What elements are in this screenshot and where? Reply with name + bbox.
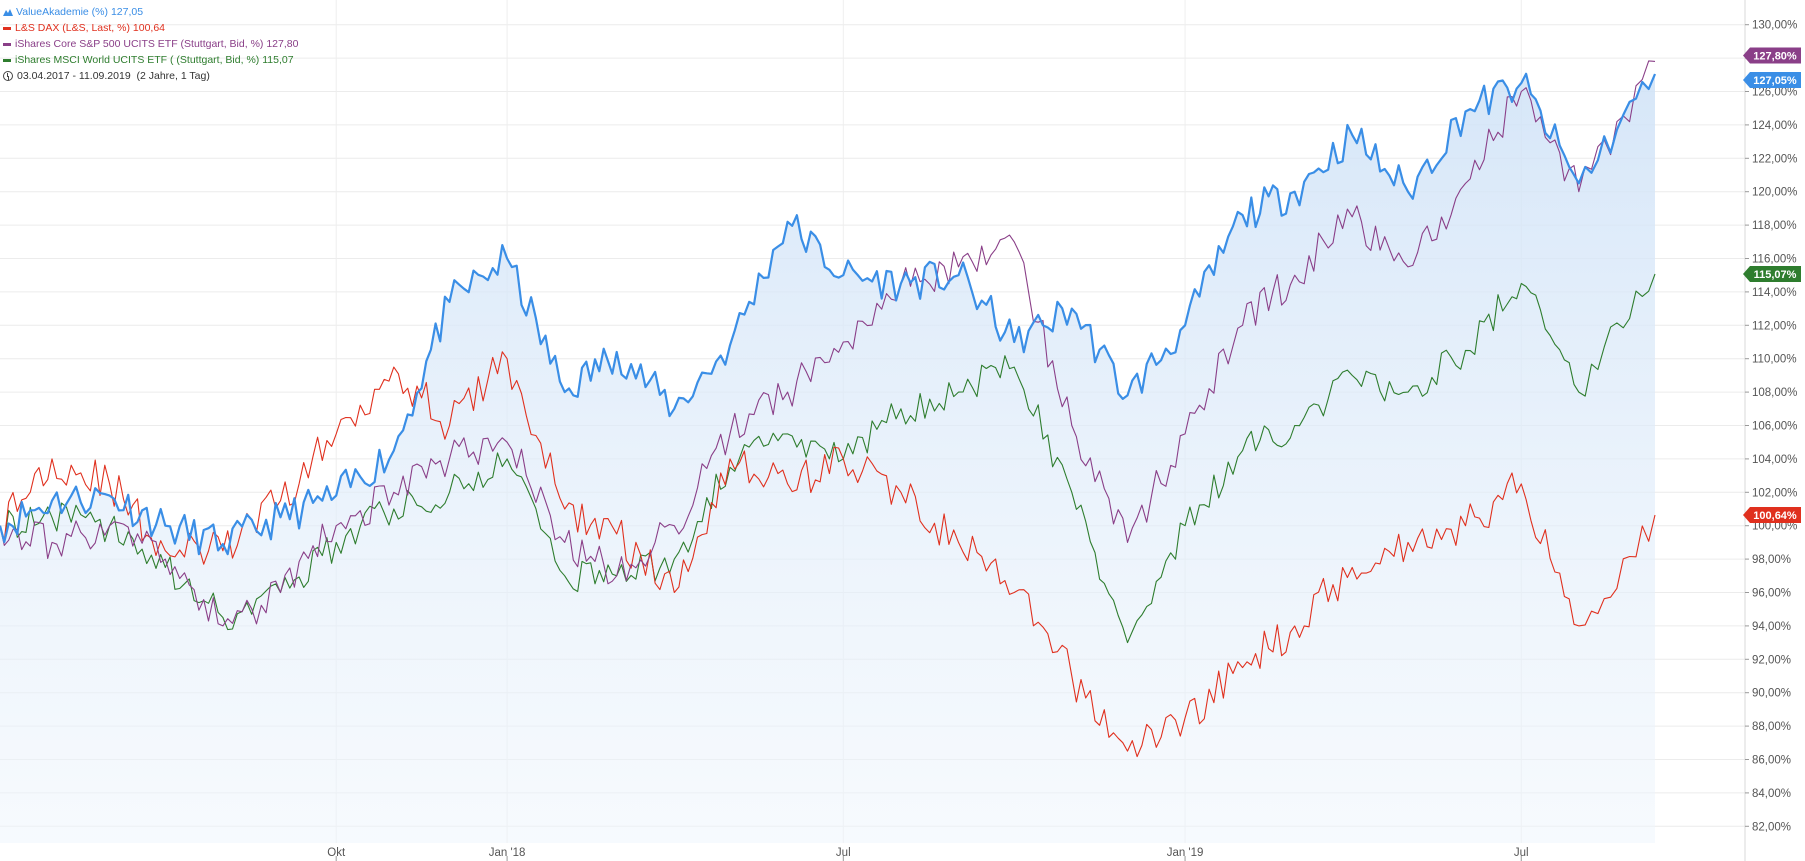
legend: ValueAkademie (%) 127,05 L&S DAX (L&S, L… <box>3 4 298 84</box>
y-tick-label: 120,00% <box>1752 187 1797 199</box>
x-tick-label: Jan '19 <box>1167 847 1204 859</box>
y-tick-label: 108,00% <box>1752 387 1797 399</box>
y-tick-label: 130,00% <box>1752 20 1797 32</box>
x-axis: Okt Jan '18 Jul Jan '19 Jul <box>327 847 1529 861</box>
legend-swatch <box>3 26 11 30</box>
date-range[interactable]: 03.04.2017 - 11.09.2019 (2 Jahre, 1 Tag) <box>3 68 298 84</box>
x-tick-label: Jul <box>836 847 851 859</box>
y-tick-label: 104,00% <box>1752 454 1797 466</box>
legend-swatch <box>3 42 11 46</box>
value-tag-label: 100,64% <box>1753 510 1797 522</box>
area-layer <box>0 73 1655 844</box>
y-tick-label: 112,00% <box>1752 320 1797 332</box>
legend-item[interactable]: L&S DAX (L&S, Last, %) 100,64 <box>3 20 298 36</box>
value-tag: 115,07% <box>1743 266 1801 283</box>
value-tag-label: 127,80% <box>1753 50 1797 62</box>
y-tick-label: 122,00% <box>1752 153 1797 165</box>
y-tick-label: 88,00% <box>1752 721 1791 733</box>
legend-value: 127,80 <box>266 38 299 50</box>
value-tag-label: 115,07% <box>1754 269 1797 281</box>
y-axis: 82,00% 84,00% 86,00% 88,00% 90,00% 92,00% 94,0… <box>1744 0 1797 861</box>
legend-value: 127,05 <box>110 6 144 18</box>
legend-item[interactable]: iShares Core S&P 500 UCITS ETF (Stuttgar… <box>3 36 298 52</box>
date-range-duration: (2 Jahre, 1 Tag) <box>136 70 210 82</box>
y-tick-label: 100,00% <box>1752 521 1797 533</box>
date-range-text: 03.04.2017 - 11.09.2019 <box>17 70 131 82</box>
x-tick-label: Jan '18 <box>489 847 526 859</box>
y-tick-label: 84,00% <box>1752 788 1791 800</box>
clock-icon <box>3 71 13 81</box>
legend-swatch <box>3 58 11 62</box>
value-tag: 100,64% <box>1743 507 1801 524</box>
y-tick-label: 126,00% <box>1752 87 1797 99</box>
value-tag-label: 127,05% <box>1753 75 1797 87</box>
mountain-icon <box>3 9 13 16</box>
y-tick-label: 90,00% <box>1752 688 1791 700</box>
value-tag: 127,80% <box>1743 47 1801 64</box>
y-tick-label: 116,00% <box>1752 254 1797 266</box>
legend-name: iShares MSCI World UCITS ETF ( (Stuttgar… <box>15 54 260 66</box>
legend-name: ValueAkademie (%) <box>16 6 109 18</box>
series-line <box>0 72 1657 556</box>
legend-value: 100,64 <box>132 22 166 34</box>
value-tag: 127,05% <box>1743 71 1801 88</box>
y-tick-label: 96,00% <box>1752 588 1791 600</box>
x-tick-label: Jul <box>1514 847 1529 859</box>
y-tick-label: 94,00% <box>1752 621 1791 633</box>
y-tick-label: 92,00% <box>1752 654 1791 666</box>
y-tick-label: 98,00% <box>1752 554 1791 566</box>
series-line <box>0 60 1656 627</box>
y-tick-label: 82,00% <box>1752 821 1791 833</box>
legend-name: iShares Core S&P 500 UCITS ETF (Stuttgar… <box>15 38 264 50</box>
y-tick-label: 110,00% <box>1752 354 1797 366</box>
legend-name: L&S DAX (L&S, Last, %) <box>15 22 130 34</box>
y-tick-label: 114,00% <box>1752 287 1797 299</box>
legend-item[interactable]: ValueAkademie (%) 127,05 <box>3 4 298 20</box>
value-tags: 100,64% 115,07% 127,05% 127,80% <box>1743 47 1801 524</box>
y-tick-label: 124,00% <box>1752 120 1797 132</box>
y-tick-label: 102,00% <box>1752 487 1797 499</box>
legend-value: 115,07 <box>262 54 294 66</box>
series-line <box>0 351 1656 758</box>
legend-item[interactable]: iShares MSCI World UCITS ETF ( (Stuttgar… <box>3 52 298 68</box>
y-tick-label: 118,00% <box>1752 220 1797 232</box>
y-tick-label: 86,00% <box>1752 755 1791 767</box>
series-layer <box>0 60 1657 758</box>
series-area <box>0 73 1655 844</box>
y-tick-label: 106,00% <box>1752 421 1797 433</box>
x-tick-label: Okt <box>327 847 346 859</box>
